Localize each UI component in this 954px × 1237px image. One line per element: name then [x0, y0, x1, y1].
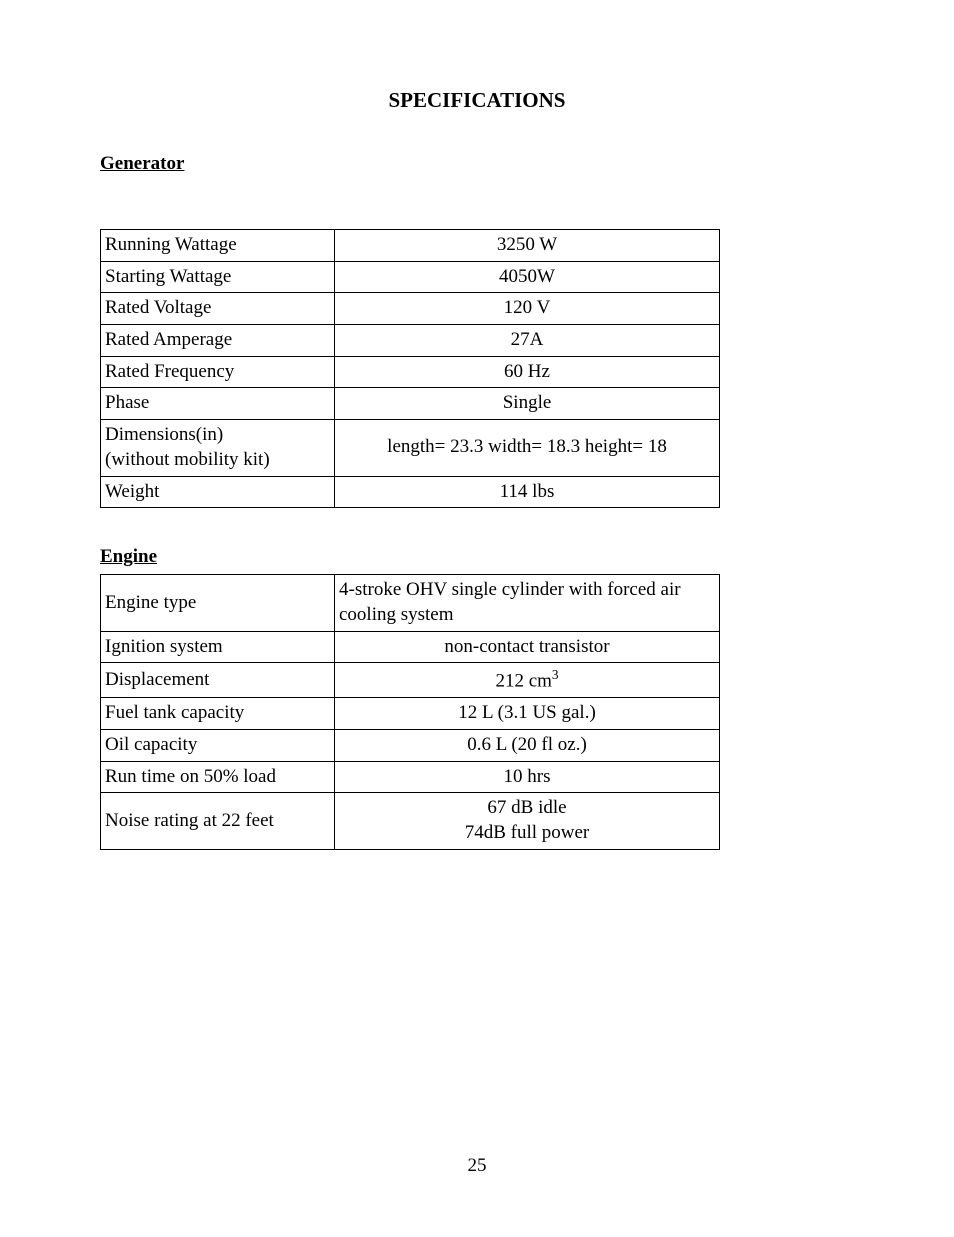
spacer	[100, 508, 854, 546]
spec-value: 212 cm3	[335, 663, 720, 698]
table-row: Dimensions(in)(without mobility kit)leng…	[101, 420, 720, 476]
spec-value: 120 V	[335, 293, 720, 325]
spec-label: Starting Wattage	[101, 261, 335, 293]
spec-value: 114 lbs	[335, 476, 720, 508]
engine-heading: Engine	[100, 546, 854, 568]
table-row: Weight114 lbs	[101, 476, 720, 508]
spec-label: Rated Voltage	[101, 293, 335, 325]
table-row: Engine type4-stroke OHV single cylinder …	[101, 575, 720, 631]
table-row: Rated Amperage27A	[101, 325, 720, 357]
spec-label: Running Wattage	[101, 230, 335, 262]
table-row: Oil capacity0.6 L (20 fl oz.)	[101, 729, 720, 761]
spec-label: Rated Amperage	[101, 325, 335, 357]
spec-value: non-contact transistor	[335, 631, 720, 663]
spec-value: 10 hrs	[335, 761, 720, 793]
spacer	[100, 181, 854, 229]
table-row: Rated Voltage120 V	[101, 293, 720, 325]
spec-label: Engine type	[101, 575, 335, 631]
engine-table: Engine type4-stroke OHV single cylinder …	[100, 574, 720, 850]
spec-value: 4-stroke OHV single cylinder with forced…	[335, 575, 720, 631]
spec-value: Single	[335, 388, 720, 420]
table-row: Ignition systemnon-contact transistor	[101, 631, 720, 663]
table-row: Fuel tank capacity12 L (3.1 US gal.)	[101, 698, 720, 730]
spec-value: 67 dB idle74dB full power	[335, 793, 720, 849]
table-row: Running Wattage3250 W	[101, 230, 720, 262]
spec-value: 12 L (3.1 US gal.)	[335, 698, 720, 730]
generator-table: Running Wattage3250 WStarting Wattage405…	[100, 229, 720, 508]
spec-label: Oil capacity	[101, 729, 335, 761]
spec-value: length= 23.3 width= 18.3 height= 18	[335, 420, 720, 476]
spec-label: Fuel tank capacity	[101, 698, 335, 730]
spec-value: 4050W	[335, 261, 720, 293]
spec-value: 0.6 L (20 fl oz.)	[335, 729, 720, 761]
table-row: Run time on 50% load10 hrs	[101, 761, 720, 793]
spec-label: Ignition system	[101, 631, 335, 663]
spec-value: 27A	[335, 325, 720, 357]
table-row: Noise rating at 22 feet67 dB idle74dB fu…	[101, 793, 720, 849]
spec-label: Dimensions(in)(without mobility kit)	[101, 420, 335, 476]
page-title: SPECIFICATIONS	[100, 88, 854, 113]
table-row: Starting Wattage4050W	[101, 261, 720, 293]
spec-label: Noise rating at 22 feet	[101, 793, 335, 849]
spec-label: Rated Frequency	[101, 356, 335, 388]
spec-label: Phase	[101, 388, 335, 420]
table-row: Displacement212 cm3	[101, 663, 720, 698]
spec-value: 60 Hz	[335, 356, 720, 388]
spec-label: Run time on 50% load	[101, 761, 335, 793]
page-content: SPECIFICATIONS Generator Running Wattage…	[0, 0, 954, 850]
generator-heading: Generator	[100, 153, 854, 175]
table-row: Rated Frequency60 Hz	[101, 356, 720, 388]
spec-label: Weight	[101, 476, 335, 508]
spec-label: Displacement	[101, 663, 335, 698]
spec-value: 3250 W	[335, 230, 720, 262]
table-row: PhaseSingle	[101, 388, 720, 420]
page-number: 25	[0, 1155, 954, 1177]
